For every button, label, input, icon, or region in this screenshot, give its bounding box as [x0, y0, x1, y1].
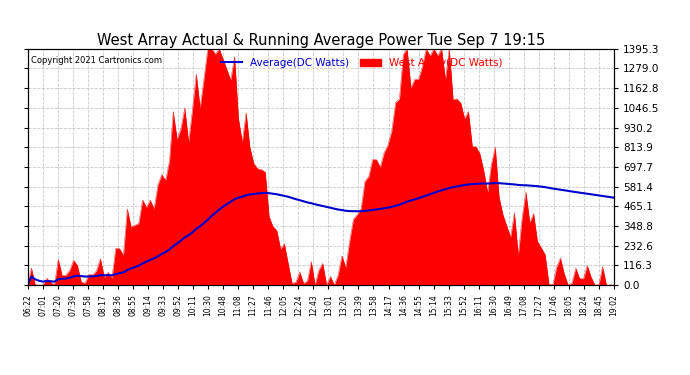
Text: Copyright 2021 Cartronics.com: Copyright 2021 Cartronics.com: [30, 56, 161, 65]
Title: West Array Actual & Running Average Power Tue Sep 7 19:15: West Array Actual & Running Average Powe…: [97, 33, 545, 48]
Legend: Average(DC Watts), West Array(DC Watts): Average(DC Watts), West Array(DC Watts): [217, 54, 506, 72]
